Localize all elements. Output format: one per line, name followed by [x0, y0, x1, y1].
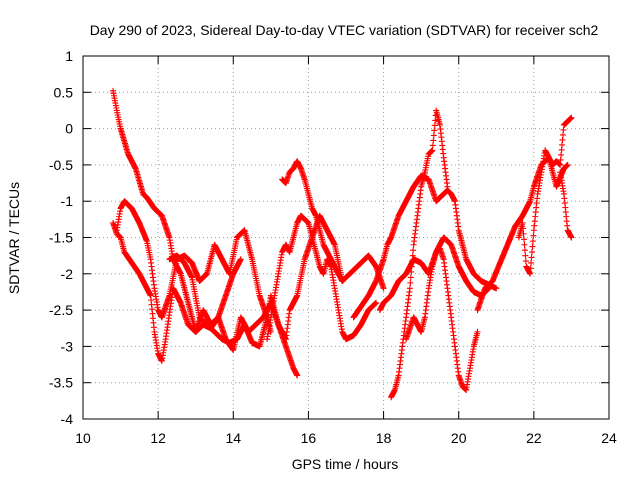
data-point: [408, 268, 415, 275]
y-tick-label: -3: [61, 338, 74, 354]
x-tick-label: 18: [376, 430, 392, 446]
data-point: [528, 259, 535, 266]
data-point: [407, 279, 414, 286]
x-axis-label: GPS time / hours: [292, 456, 399, 472]
y-tick-label: -4: [61, 411, 74, 427]
x-tick-label: 12: [150, 430, 166, 446]
data-point: [528, 254, 535, 261]
y-tick-label: -1: [61, 193, 74, 209]
y-tick-label: 0.5: [54, 84, 74, 100]
data-point: [568, 114, 575, 121]
data-point: [444, 183, 451, 190]
data-point: [528, 249, 535, 256]
data-point: [527, 270, 534, 277]
data-point: [408, 263, 415, 270]
data-point: [380, 285, 387, 292]
x-tick-label: 10: [75, 430, 91, 446]
data-point: [519, 219, 526, 226]
data-point: [237, 256, 244, 263]
data-point: [522, 258, 529, 265]
x-tick-label: 24: [601, 430, 617, 446]
data-point: [409, 258, 416, 265]
data-series: [110, 87, 575, 401]
data-point: [474, 328, 481, 335]
x-tick-label: 22: [526, 430, 542, 446]
series-satellite-track-7: [376, 234, 492, 314]
x-tick-label: 14: [225, 430, 241, 446]
data-point: [527, 265, 534, 272]
series-satellite-track-3: [113, 198, 274, 335]
data-point: [520, 236, 527, 243]
x-tick-label: 16: [301, 430, 317, 446]
data-point: [564, 161, 571, 168]
data-point: [529, 238, 536, 245]
data-point: [529, 243, 536, 250]
data-point: [410, 247, 417, 254]
data-point: [520, 230, 527, 237]
series-satellite-track-12: [515, 114, 575, 277]
data-point: [568, 234, 575, 241]
data-point: [407, 274, 414, 281]
y-tick-label: -2: [61, 266, 74, 282]
series-satellite-track-5: [264, 212, 380, 343]
data-point: [521, 241, 528, 248]
data-point: [294, 372, 301, 379]
data-point: [520, 225, 527, 232]
data-point: [493, 285, 500, 292]
data-point: [409, 252, 416, 259]
y-tick-label: -0.5: [49, 157, 73, 173]
data-point: [373, 299, 380, 306]
x-tick-label: 20: [451, 430, 467, 446]
series-satellite-track-10: [403, 245, 481, 393]
y-tick-label: 0: [65, 121, 73, 137]
data-point: [406, 285, 413, 292]
chart-title: Day 290 of 2023, Sidereal Day-to-day VTE…: [90, 22, 599, 38]
data-point: [522, 252, 529, 259]
series-satellite-track-13: [557, 169, 575, 241]
y-tick-label: -2.5: [49, 302, 73, 318]
data-point: [521, 247, 528, 254]
axes: 10 12 14 16 18 20 22 24-4-3.5-3-2.5-2-1.5-1-0.5…: [49, 48, 617, 446]
y-axis-label: SDTVAR / TECUs: [6, 182, 22, 294]
series-satellite-track-9: [388, 107, 451, 401]
y-tick-label: 1: [65, 48, 73, 64]
y-tick-label: -3.5: [49, 375, 73, 391]
series-satellite-track-6: [279, 158, 387, 292]
grid-lines: [83, 56, 609, 419]
data-point: [530, 232, 537, 239]
y-tick-label: -1.5: [49, 230, 73, 246]
